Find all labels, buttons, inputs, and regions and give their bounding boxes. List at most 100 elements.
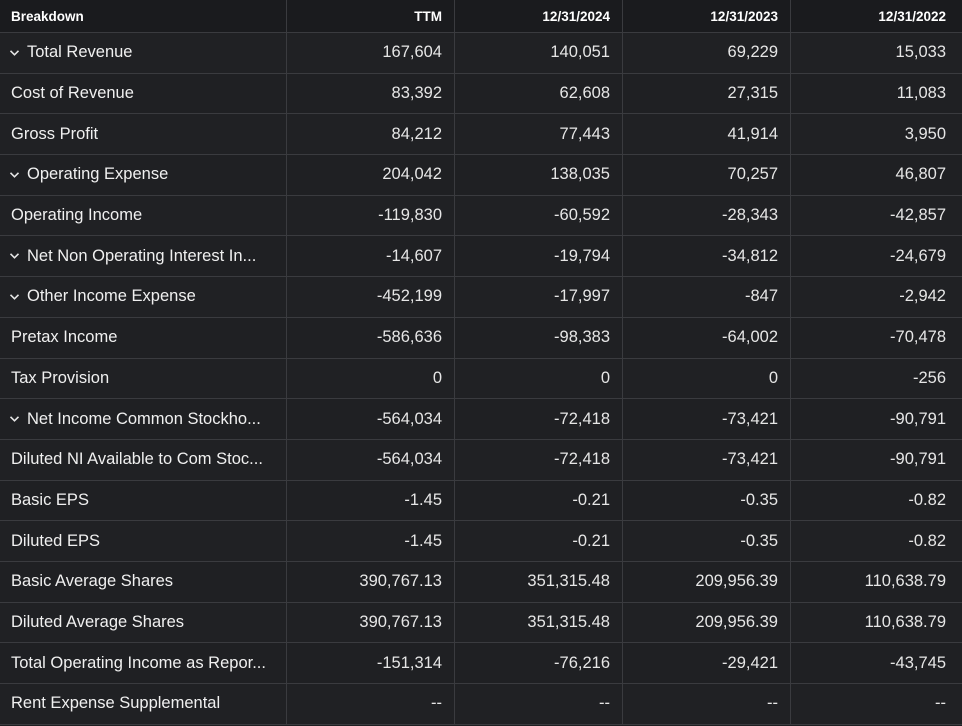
value-cell: 140,051 (455, 33, 623, 73)
row-label-cell: Basic EPS (0, 480, 287, 521)
row-label: Other Income Expense (27, 287, 196, 306)
row-label-cell: Basic Average Shares (0, 561, 287, 602)
value-cell: 0 (287, 358, 455, 399)
column-header-2022[interactable]: 12/31/2022 (878, 8, 946, 24)
value-cell: 351,315.48 (455, 561, 623, 602)
value-cell: -14,607 (287, 236, 455, 277)
value-cell: 70,257 (623, 155, 791, 195)
value-cell: -2,942 (791, 277, 962, 317)
value-cell: 204,042 (287, 155, 455, 195)
row-label: Gross Profit (11, 124, 99, 143)
value-cell: 46,807 (791, 155, 962, 195)
value-cell: -564,034 (287, 399, 455, 439)
value-cell: -- (287, 684, 455, 724)
row-label: Total Operating Income as Repor... (11, 653, 266, 672)
chevron-down-icon[interactable] (9, 293, 21, 301)
row-label: Net Income Common Stockho... (27, 409, 261, 428)
value-cell: -64,002 (623, 317, 791, 358)
value-cell: -70,478 (791, 317, 962, 358)
column-header-ttm[interactable]: TTM (287, 0, 455, 32)
breakdown-header: Breakdown (0, 0, 287, 32)
chevron-down-icon[interactable] (9, 171, 21, 179)
value-cell: -586,636 (287, 317, 455, 358)
row-label-cell[interactable]: Net Non Operating Interest In... (0, 236, 287, 277)
value-cell: -90,791 (791, 399, 962, 439)
value-cell: -119,830 (287, 195, 455, 236)
table-row-basic-eps: Basic EPS -1.45 -0.21 -0.35 -0.82 (0, 480, 962, 522)
value-cell: 138,035 (455, 155, 623, 195)
value-cell: 0 (455, 358, 623, 399)
table-row-total-revenue[interactable]: Total Revenue 167,604 140,051 69,229 15,033 (0, 33, 962, 74)
value-cell: 110,638.79 (791, 602, 962, 643)
row-label: Diluted EPS (11, 531, 100, 550)
value-cell: -73,421 (623, 439, 791, 480)
row-label-cell: Operating Income (0, 195, 287, 236)
value-cell: -43,745 (791, 643, 962, 683)
row-label-cell[interactable]: Operating Expense (0, 155, 287, 195)
value-cell: -151,314 (287, 643, 455, 683)
chevron-down-icon[interactable] (9, 415, 21, 423)
row-label-cell: Diluted EPS (0, 521, 287, 561)
value-cell: 110,638.79 (791, 561, 962, 602)
column-header-2024[interactable]: 12/31/2024 (455, 0, 623, 32)
row-label: Diluted NI Available to Com Stoc... (11, 450, 263, 469)
row-label-cell[interactable]: Total Revenue (0, 33, 287, 73)
value-cell: -0.82 (791, 480, 962, 521)
row-label-cell: Gross Profit (0, 114, 287, 155)
value-cell: -60,592 (455, 195, 623, 236)
column-header-2023[interactable]: 12/31/2023 (623, 0, 791, 32)
row-label-cell: Diluted NI Available to Com Stoc... (0, 439, 287, 480)
row-label-cell[interactable]: Other Income Expense (0, 277, 287, 317)
row-label: Basic Average Shares (11, 572, 174, 591)
value-cell: -0.82 (791, 521, 962, 561)
value-cell: -564,034 (287, 439, 455, 480)
table-row-net-non-operating-interest-in[interactable]: Net Non Operating Interest In... -14,607 -… (0, 236, 962, 278)
value-cell: 69,229 (623, 33, 791, 73)
value-cell: 209,956.39 (623, 561, 791, 602)
value-cell: -0.35 (623, 480, 791, 521)
value-cell: -0.21 (455, 480, 623, 521)
chevron-down-icon[interactable] (9, 252, 21, 260)
value-cell: 0 (623, 358, 791, 399)
row-label: Basic EPS (11, 490, 89, 509)
table-row-rent-expense-supplemental: Rent Expense Supplemental -- -- -- -- (0, 684, 962, 725)
row-label: Diluted Average Shares (11, 612, 185, 631)
value-cell: -73,421 (623, 399, 791, 439)
value-cell: -256 (791, 358, 962, 399)
table-row-pretax-income: Pretax Income -586,636 -98,383 -64,002 -70,4… (0, 317, 962, 359)
table-row-other-income-expense[interactable]: Other Income Expense -452,199 -17,997 -847-… (0, 277, 962, 318)
value-cell: 41,914 (623, 114, 791, 155)
table-row-net-income-common-stockho[interactable]: Net Income Common Stockho... -564,034 -72,… (0, 399, 962, 440)
row-label-cell: Rent Expense Supplemental (0, 684, 287, 724)
row-label: Operating Income (11, 206, 143, 225)
row-label: Net Non Operating Interest In... (27, 246, 257, 265)
table-row-operating-expense[interactable]: Operating Expense 204,042 138,035 70,257 46,… (0, 155, 962, 196)
value-cell: -17,997 (455, 277, 623, 317)
value-cell: 209,956.39 (623, 602, 791, 643)
row-label: Total Revenue (27, 43, 133, 62)
value-cell: -0.35 (623, 521, 791, 561)
chevron-down-icon[interactable] (9, 49, 21, 57)
value-cell: -28,343 (623, 195, 791, 236)
value-cell: 77,443 (455, 114, 623, 155)
value-cell: 3,950 (791, 114, 962, 155)
row-label-cell: Tax Provision (0, 358, 287, 399)
row-label: Rent Expense Supplemental (11, 694, 221, 713)
value-cell: 390,767.13 (287, 561, 455, 602)
value-cell: -76,216 (455, 643, 623, 683)
row-label: Cost of Revenue (11, 84, 134, 103)
row-label-cell[interactable]: Net Income Common Stockho... (0, 399, 287, 439)
row-label-cell: Cost of Revenue (0, 73, 287, 114)
table-row-diluted-eps: Diluted EPS -1.45 -0.21 -0.35 -0.82 (0, 521, 962, 562)
value-cell: -34,812 (623, 236, 791, 277)
table-row-diluted-average-shares: Diluted Average Shares 390,767.13 351,315.… (0, 602, 962, 644)
value-cell: 167,604 (287, 33, 455, 73)
value-cell: -42,857 (791, 195, 962, 236)
value-cell: -- (791, 684, 962, 724)
value-cell: -452,199 (287, 277, 455, 317)
value-cell: 62,608 (455, 73, 623, 114)
value-cell: -29,421 (623, 643, 791, 683)
value-cell: -72,418 (455, 399, 623, 439)
row-label: Operating Expense (27, 165, 169, 184)
